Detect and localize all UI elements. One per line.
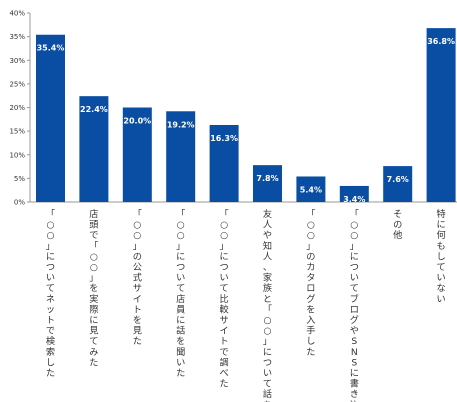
y-tick-label: 20% — [9, 104, 25, 112]
category-label: 友人や知人、家族と「○○」について話を — [263, 208, 272, 402]
bar — [209, 124, 239, 202]
category-label: 「○ ○」のカタログを入手した — [306, 209, 315, 358]
data-label: 16.3% — [210, 134, 238, 143]
bar — [339, 185, 369, 202]
category-label: 「○ ○」について店員に話を聞いた — [176, 209, 185, 379]
y-tick-label: 30% — [9, 57, 25, 65]
category-label: 「○ ○」の公式サイトを見た — [133, 209, 142, 347]
category-label-layer: 「○ ○」についてネットで検索した 店頭で「○ ○」を実際に見てみた 「○ ○」の公式サイ… — [46, 208, 446, 402]
data-label: 36.8% — [427, 37, 455, 46]
y-tick-label: 25% — [9, 80, 25, 88]
data-label: 19.2% — [167, 120, 195, 129]
data-label: 5.4% — [300, 185, 322, 194]
y-tick-label: 0% — [14, 199, 25, 207]
bar — [36, 34, 65, 202]
y-tick-label: 15% — [9, 128, 25, 136]
category-label: その他 — [393, 209, 402, 241]
y-tick-label: 10% — [9, 151, 25, 159]
category-label: 店頭で「○ ○」を実際に見てみた — [89, 208, 98, 368]
bar — [79, 96, 109, 202]
data-label: 35.4% — [37, 44, 65, 53]
y-tick-label: 35% — [9, 33, 25, 41]
bar — [426, 28, 456, 203]
data-label: 7.6% — [387, 175, 409, 184]
bar — [296, 176, 326, 202]
category-label: 「○ ○」について比較サイトで調べた — [220, 209, 229, 390]
data-label: 7.8% — [256, 174, 278, 183]
y-tick-label: 40% — [9, 10, 25, 18]
data-label: 3.4% — [343, 195, 365, 204]
bar — [383, 166, 413, 202]
value-label-layer: 35.4% 22.4% 20.0% 19.2% 16.3% 7.8% 5.4% 3.4% 7.6… — [37, 37, 455, 204]
bar — [166, 111, 196, 202]
category-label: 「○ ○」についてネットで検索した — [46, 209, 55, 379]
data-label: 20.0% — [123, 117, 151, 126]
bar — [122, 107, 152, 202]
category-label: 「○○」についてブログやSNSに書き込 — [350, 209, 359, 402]
bar-layer — [36, 28, 456, 203]
data-label: 22.4% — [80, 105, 108, 114]
y-tick-label: 5% — [14, 175, 25, 183]
category-label: 特に何もしていない — [437, 208, 446, 305]
bar — [253, 165, 282, 202]
